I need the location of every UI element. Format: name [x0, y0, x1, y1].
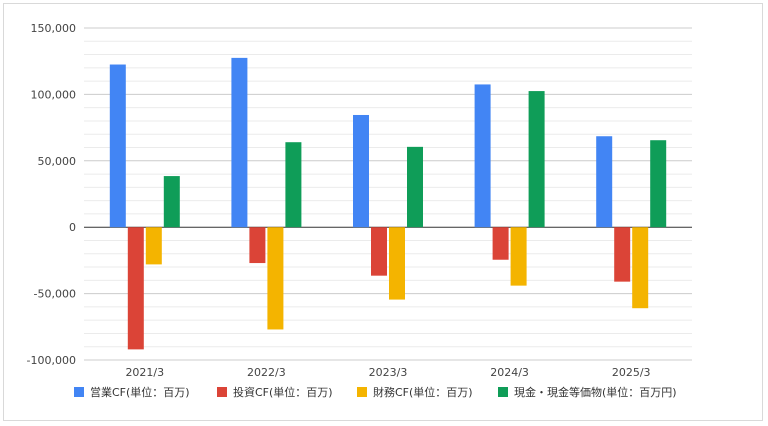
y-tick-label: 50,000: [38, 155, 77, 168]
bar-1-2022-3: [231, 57, 248, 228]
bar-4-2025-3: [650, 140, 667, 228]
y-tick-label: 150,000: [31, 22, 77, 35]
bar-3-2023-3: [389, 227, 405, 300]
bar-4-2023-3: [407, 146, 423, 228]
bar-1-2021-3: [109, 64, 126, 228]
bar-2-2022-3: [249, 227, 266, 264]
y-tick-label: -50,000: [34, 288, 76, 301]
legend-swatch: [357, 387, 367, 397]
bar-1-2024-3: [474, 84, 491, 228]
bar-4-2022-3: [285, 142, 302, 228]
bars: [109, 57, 667, 350]
y-tick-label: 100,000: [31, 88, 77, 101]
bar-4-2024-3: [528, 91, 545, 228]
x-tick-label: 2021/3: [125, 366, 164, 379]
bar-1-2023-3: [353, 114, 369, 228]
legend-swatch: [498, 387, 508, 397]
x-tick-label: 2022/3: [247, 366, 286, 379]
legend-swatch: [217, 387, 227, 397]
legend-swatch: [74, 387, 84, 397]
bar-1-2025-3: [596, 136, 613, 228]
chart-frame: [3, 3, 763, 421]
bar-3-2024-3: [510, 227, 527, 286]
legend-label: 財務CF(単位：百万): [373, 385, 473, 399]
bar-3-2025-3: [632, 227, 649, 309]
bar-2-2021-3: [127, 227, 144, 350]
legend-label: 投資CF(単位：百万): [233, 385, 333, 399]
bar-3-2021-3: [145, 227, 162, 265]
legend: 営業CF(単位：百万) 投資CF(単位：百万) 財務CF(単位：百万) 現金・現金等価…: [74, 385, 677, 399]
y-tick-label: -100,000: [27, 354, 76, 367]
legend-label: 営業CF(単位：百万): [90, 385, 190, 399]
x-tick-label: 2025/3: [612, 366, 651, 379]
legend-label: 現金・現金等価物(単位：百万円): [514, 385, 677, 399]
gridlines: [84, 27, 692, 361]
x-tick-label: 2024/3: [490, 366, 529, 379]
y-tick-label: 0: [69, 221, 76, 234]
bar-4-2021-3: [163, 176, 180, 228]
x-tick-label: 2023/3: [369, 366, 408, 379]
bar-3-2022-3: [267, 227, 284, 330]
x-axis: 2021/3 2022/3 2023/3 2024/3 2025/3: [125, 366, 650, 379]
bar-2-2025-3: [614, 227, 631, 282]
bar-2-2024-3: [492, 227, 509, 260]
y-axis: 150,000 100,000 50,000 0 -50,000 -100,000: [27, 22, 76, 367]
bar-2-2023-3: [371, 227, 387, 276]
